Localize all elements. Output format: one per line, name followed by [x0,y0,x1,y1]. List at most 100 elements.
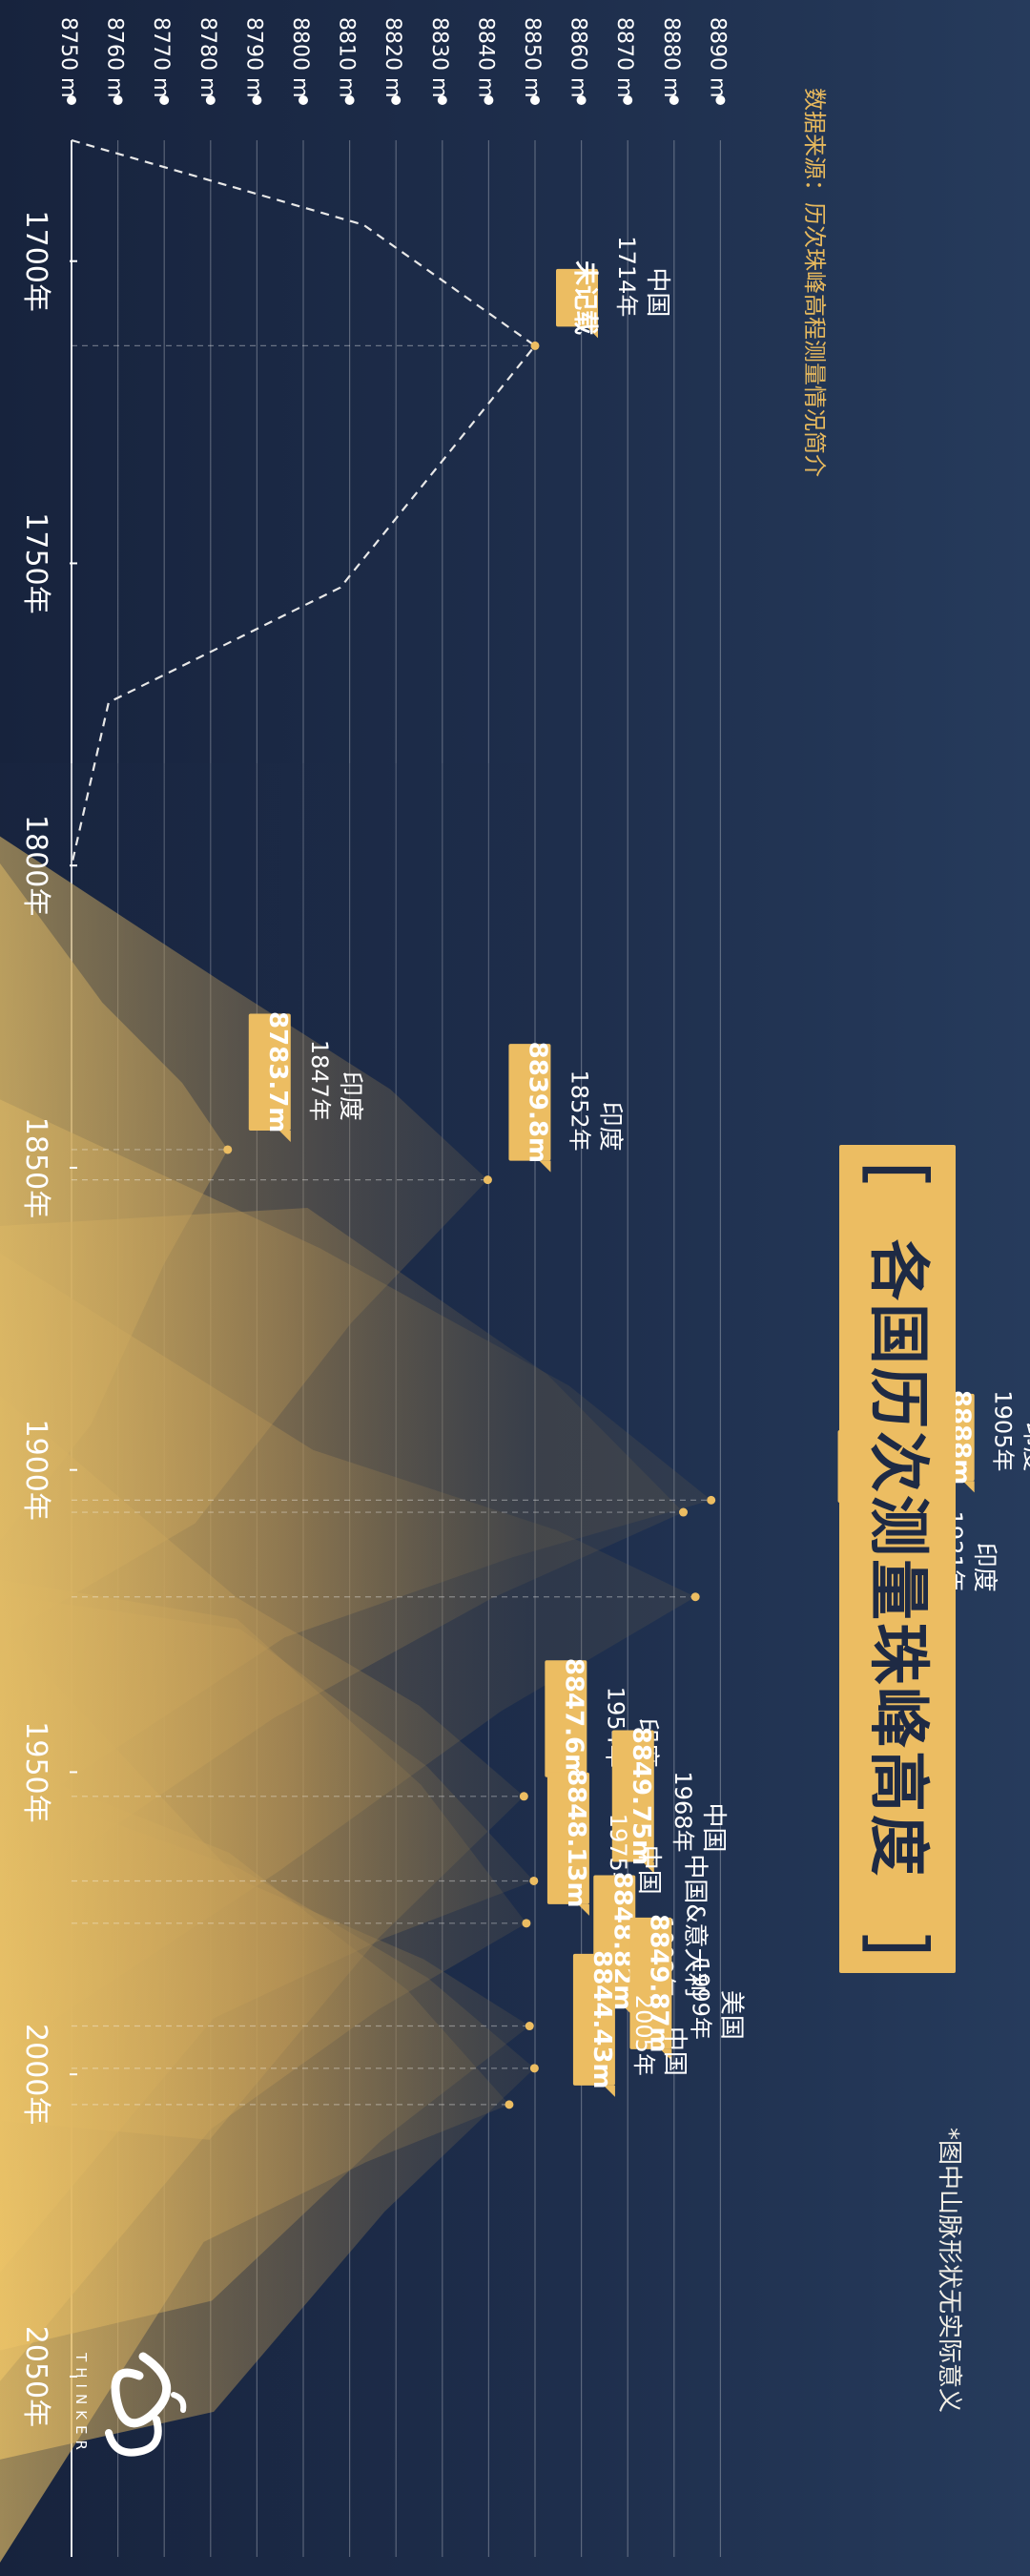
height-tick-dot [205,95,216,105]
value-tag-pointer [278,1130,291,1142]
height-tick-dot [391,95,402,105]
mountain-layer [0,763,711,2576]
year-label: 1714年 [613,236,640,317]
country-label: 印度 [970,1543,999,1592]
measurement-point [529,2064,539,2073]
height-tick-label: 8850 m [520,17,544,97]
year-tick-label: 1750年 [19,512,52,613]
measurement-point [519,1792,528,1801]
measurement-point [679,1507,689,1517]
value-tag-pointer [587,326,598,339]
country-label: 中国 [634,1845,663,1895]
value-label: 8849.87m [644,1914,672,2053]
height-tick-dot [113,95,123,105]
height-tick-label: 8890 m [705,17,729,97]
height-tick-dot [669,95,679,105]
year-label: 2005年 [630,1995,657,2076]
measurement-point [529,1876,539,1885]
height-tick-dot [299,95,308,105]
height-tick-label: 8820 m [381,17,404,97]
height-tick-dot [67,95,76,105]
data-source: 数据来源：历次珠峰高程测量情况简介 [801,88,828,477]
title-panel: [ 各国历次测量珠峰高度 ] [839,1145,956,1973]
height-tick-label: 8870 m [612,17,636,97]
height-tick-dot [623,95,633,105]
value-tag [248,1013,291,1131]
value-tag-pointer [577,1903,589,1916]
value-label: 8847.6m [559,1658,587,1779]
value-tag-pointer [642,1861,654,1874]
value-label: 8844.43m [587,1950,616,2089]
height-tick-label: 8760 m [103,17,127,97]
thinker-logo: THINKER [72,2352,187,2457]
year-tick-label: 1850年 [19,1117,52,1218]
marker-layer [223,341,716,2109]
height-tick-dot [484,95,494,105]
value-tag [629,1917,672,2049]
height-tick-label: 8880 m [659,17,683,97]
height-tick-label: 8840 m [473,17,497,97]
value-label: 8783.7m [263,1011,292,1132]
year-label: 1852年 [566,1070,592,1152]
year-tick-label: 1900年 [19,1420,52,1521]
year-tick-label: 1800年 [19,815,52,916]
country-label: 中国 [643,267,671,317]
height-tick-dot [437,95,447,105]
title-bracket-right: ] [855,1927,943,1958]
value-tag [572,1953,615,2086]
value-label: 8848.13m [562,1769,590,1908]
measurement-point [483,1175,492,1185]
guide-layer [72,344,711,2106]
height-tick-dot [530,95,540,105]
year-label: 1905年 [990,1390,1017,1471]
measurement-point [530,341,540,350]
value-label: 未记载 [570,260,599,335]
value-tag [556,268,598,327]
value-label: 8839.8m [523,1042,551,1163]
country-label: 中国 [660,2026,689,2076]
measurement-point [707,1495,716,1505]
value-tag [611,1730,654,1862]
height-tick-dot [252,95,262,105]
year-tick-label: 2000年 [19,2024,52,2125]
country-label: 印度 [1020,1422,1030,1471]
measurement-point [522,1919,531,1928]
year-tick-label: 2050年 [19,2326,52,2427]
footnote: *图中山脉形状无实际意义 [935,2128,963,2414]
height-tick-label: 8780 m [196,17,219,97]
height-tick-label: 8770 m [149,17,173,97]
year-tick-label: 1950年 [19,1721,52,1822]
value-label: 8849.75m [627,1727,655,1866]
year-tick-label: 1700年 [19,211,52,312]
value-tag [545,1660,587,1777]
country-label: 中国&意大利 [680,1854,709,1997]
value-tag-pointer [539,1160,551,1173]
value-tag-pointer [660,2048,672,2061]
brand-wordmark: THINKER [72,2352,90,2456]
country-label: 美国 [716,1990,745,2040]
height-tick-dot [576,95,587,105]
measurement-point [525,2022,534,2031]
country-label: 中国 [699,1802,728,1852]
height-tick-dot [159,95,170,105]
height-tick-label: 8810 m [335,17,359,97]
axis-layer: 8750 m 8760 m 8770 m 8780 m 8790 m 8800 m 8810… [19,17,729,2427]
height-tick-label: 8860 m [566,17,590,97]
chart-title: 各国历次测量珠峰高度 [862,1239,933,1879]
height-tick-dot [344,95,355,105]
value-tag [508,1044,551,1161]
height-tick-label: 8800 m [288,17,312,97]
height-tick-label: 8790 m [241,17,265,97]
year-label: 1847年 [306,1040,333,1121]
measurement-point [690,1592,700,1602]
value-tag-pointer [962,1481,975,1493]
year-label: 1999年 [687,1959,713,2040]
height-tick-dot [715,95,726,105]
country-label: 印度 [595,1102,624,1152]
year-label: 1968年 [670,1771,696,1852]
measurement-point [223,1145,233,1154]
height-tick-label: 8830 m [427,17,451,97]
